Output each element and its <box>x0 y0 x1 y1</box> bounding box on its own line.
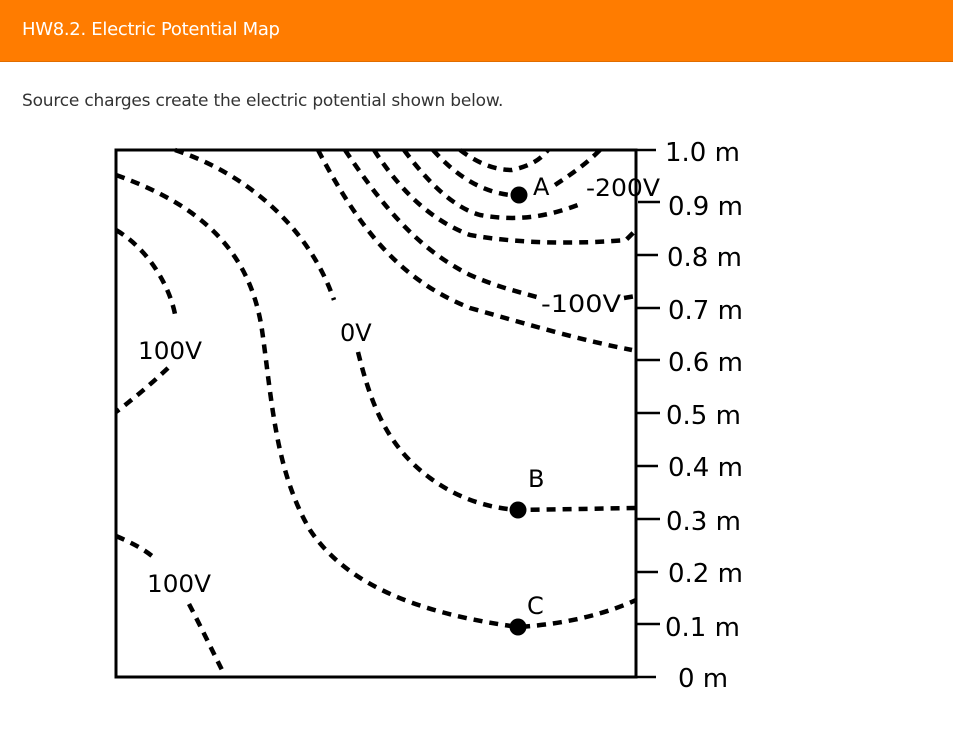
tick-label-0.2: 0.2 m <box>668 559 743 589</box>
page-header: HW8.2. Electric Potential Map <box>0 0 953 62</box>
tick-label-0.4: 0.4 m <box>668 453 743 483</box>
tick-label-0.1: 0.1 m <box>665 613 740 643</box>
contour-near-a-3 <box>402 148 584 221</box>
y-axis-labels: 1.0 m 0.9 m 0.8 m 0.7 m 0.6 m 0.5 m 0.4 … <box>665 138 743 694</box>
contour-100v-bottom <box>115 533 225 672</box>
tick-label-0.5: 0.5 m <box>666 401 741 431</box>
point-a-marker <box>510 186 528 204</box>
contour-100v-top <box>114 228 179 414</box>
problem-description: Source charges create the electric poten… <box>22 91 504 111</box>
contour-0v-through-b <box>174 147 637 513</box>
contour-neg100v-upper <box>343 148 637 301</box>
point-c-marker <box>509 618 527 636</box>
page-title: HW8.2. Electric Potential Map <box>22 19 280 40</box>
point-c-label: C <box>527 592 544 620</box>
tick-label-0.8: 0.8 m <box>667 243 742 273</box>
point-a-label: A <box>533 173 550 201</box>
label-neg100v: -100V <box>541 290 622 318</box>
label-neg200v: -200V <box>586 174 661 202</box>
contour-neg100v-lower <box>316 148 633 353</box>
contour-near-a-2 <box>431 148 602 198</box>
point-b-label: B <box>528 465 544 493</box>
tick-label-0.9: 0.9 m <box>668 192 743 222</box>
label-100v-top: 100V <box>138 337 203 365</box>
equipotential-lines <box>114 147 637 672</box>
tick-label-0.6: 0.6 m <box>668 348 743 378</box>
contour-near-a-1 <box>458 148 550 173</box>
tick-label-0.3: 0.3 m <box>666 507 741 537</box>
label-100v-bottom: 100V <box>147 570 212 598</box>
contour-near-a-4 <box>372 148 636 245</box>
contour-through-c <box>115 172 637 630</box>
tick-label-0: 0 m <box>678 664 728 694</box>
point-b-marker <box>509 501 527 519</box>
label-0v: 0V <box>340 319 372 347</box>
tick-label-0.7: 0.7 m <box>668 296 743 326</box>
tick-label-1.0: 1.0 m <box>665 138 740 168</box>
